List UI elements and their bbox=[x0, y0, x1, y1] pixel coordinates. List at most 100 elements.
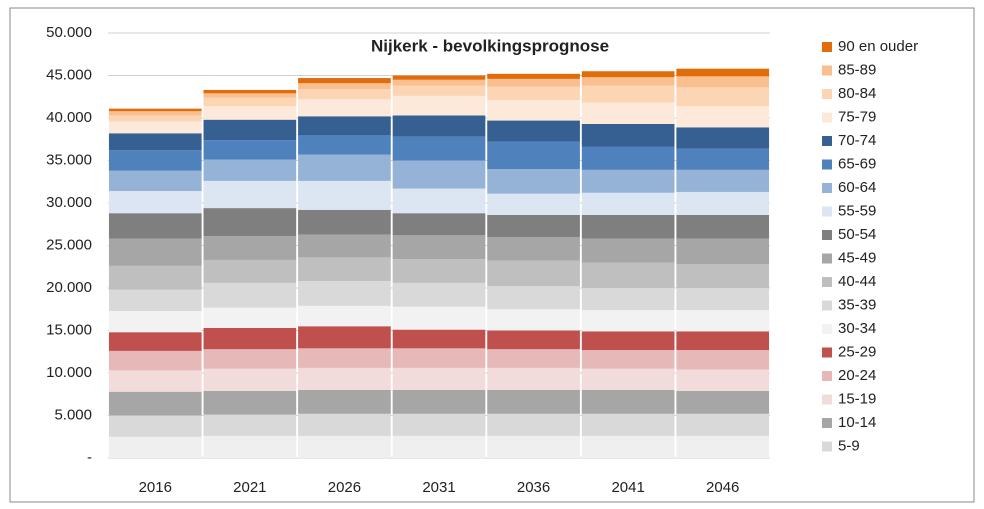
bar-segment bbox=[676, 390, 770, 414]
bar-segment bbox=[392, 213, 486, 236]
bar-segment bbox=[581, 123, 675, 147]
legend-swatch bbox=[822, 89, 832, 99]
bar-segment bbox=[581, 71, 675, 78]
legend-swatch bbox=[822, 277, 832, 287]
bar-segment bbox=[581, 146, 675, 170]
legend-label: 15-19 bbox=[838, 390, 876, 407]
bar-segment bbox=[487, 193, 580, 215]
bar-segment bbox=[392, 390, 486, 414]
bar-segment bbox=[676, 127, 770, 149]
y-tick-label: 35.000 bbox=[46, 151, 92, 168]
bar-segment bbox=[581, 238, 675, 263]
bar-segment bbox=[487, 100, 580, 121]
y-tick-label: 5.000 bbox=[54, 406, 92, 423]
legend-swatch bbox=[822, 230, 832, 240]
bar-segment bbox=[392, 95, 486, 116]
bar-segment bbox=[581, 77, 675, 86]
bar-segment bbox=[298, 257, 391, 282]
bar-segment bbox=[487, 260, 580, 287]
bar-segment bbox=[392, 79, 486, 86]
bar-segment bbox=[676, 288, 770, 311]
bar-segment bbox=[392, 75, 486, 80]
x-tick-label: 2046 bbox=[706, 479, 739, 496]
legend-label: 70-74 bbox=[838, 132, 876, 149]
legend-swatch bbox=[822, 300, 832, 311]
legend-label: 45-49 bbox=[838, 249, 876, 266]
legend-swatch bbox=[822, 112, 832, 123]
bar-segment bbox=[108, 115, 202, 122]
bar-segment bbox=[298, 281, 391, 306]
bar-segment bbox=[676, 350, 770, 370]
bar-segment bbox=[487, 435, 580, 458]
y-tick-label: 30.000 bbox=[46, 194, 92, 211]
x-tick-label: 2021 bbox=[233, 479, 266, 496]
bar-segment bbox=[108, 415, 202, 437]
bar-segment bbox=[203, 307, 297, 328]
bar-segment bbox=[487, 286, 580, 310]
bar-segment bbox=[108, 150, 202, 171]
bar-segment bbox=[203, 97, 297, 107]
legend-label: 85-89 bbox=[838, 61, 876, 78]
bar-segment bbox=[581, 85, 675, 103]
y-tick-label: 45.000 bbox=[46, 66, 92, 83]
bar-segment bbox=[676, 106, 770, 128]
bar-segment bbox=[298, 154, 391, 181]
bar-segment bbox=[392, 306, 486, 330]
bar-segment bbox=[108, 310, 202, 333]
bar-segment bbox=[298, 209, 391, 235]
bar-segment bbox=[392, 85, 486, 96]
bar-segment bbox=[392, 115, 486, 137]
bar-segment bbox=[108, 213, 202, 239]
bar-segment bbox=[203, 119, 297, 141]
y-tick-label: 20.000 bbox=[46, 279, 92, 296]
labels: - 5.000 10.000 15.000 20.000 25.000 30.000 35.0… bbox=[46, 24, 918, 496]
bar-segment bbox=[108, 265, 202, 290]
bar-segment bbox=[676, 68, 770, 77]
bar-segment bbox=[581, 192, 675, 215]
bar-segment bbox=[487, 169, 580, 194]
bar-segment bbox=[392, 329, 486, 349]
bar-segment bbox=[487, 413, 580, 436]
legend-swatch bbox=[822, 371, 832, 381]
bar-segment bbox=[298, 413, 391, 436]
bar-segment bbox=[487, 78, 580, 87]
x-tick-label: 2031 bbox=[422, 479, 455, 496]
bar-segment bbox=[676, 238, 770, 265]
legend-swatch bbox=[822, 347, 832, 358]
bar-segment bbox=[581, 169, 675, 193]
legend-label: 20-24 bbox=[838, 367, 876, 384]
y-tick-label: 50.000 bbox=[46, 24, 92, 41]
bar-segment bbox=[108, 350, 202, 371]
bar-segment bbox=[203, 208, 297, 237]
legend-swatch bbox=[822, 206, 832, 217]
legend-swatch bbox=[822, 65, 832, 76]
x-tick-label: 2036 bbox=[517, 479, 550, 496]
bar-segment bbox=[392, 282, 486, 307]
x-tick-label: 2016 bbox=[139, 479, 172, 496]
bar-segment bbox=[298, 390, 391, 414]
bar-segment bbox=[203, 140, 297, 160]
title-background bbox=[320, 34, 660, 60]
legend-label: 30-34 bbox=[838, 320, 876, 337]
bar-segment bbox=[392, 136, 486, 161]
bar-segment bbox=[392, 348, 486, 368]
bar-segment bbox=[203, 282, 297, 308]
bar-segment bbox=[676, 369, 770, 391]
bar-segment bbox=[581, 331, 675, 351]
bar-segment bbox=[392, 188, 486, 214]
bar-segment bbox=[108, 332, 202, 351]
bar-segment bbox=[676, 435, 770, 458]
bar-segment bbox=[487, 120, 580, 142]
bar-segment bbox=[392, 413, 486, 436]
bar-segment bbox=[676, 331, 770, 351]
bar-segment bbox=[392, 435, 486, 458]
legend-label: 35-39 bbox=[838, 296, 876, 313]
bar-segment bbox=[298, 180, 391, 210]
legend-label: 60-64 bbox=[838, 179, 876, 196]
bar-segment bbox=[581, 435, 675, 458]
bar-segment bbox=[108, 121, 202, 134]
bar-segment bbox=[487, 349, 580, 368]
bar-segment bbox=[676, 214, 770, 239]
bar-segment bbox=[581, 413, 675, 436]
